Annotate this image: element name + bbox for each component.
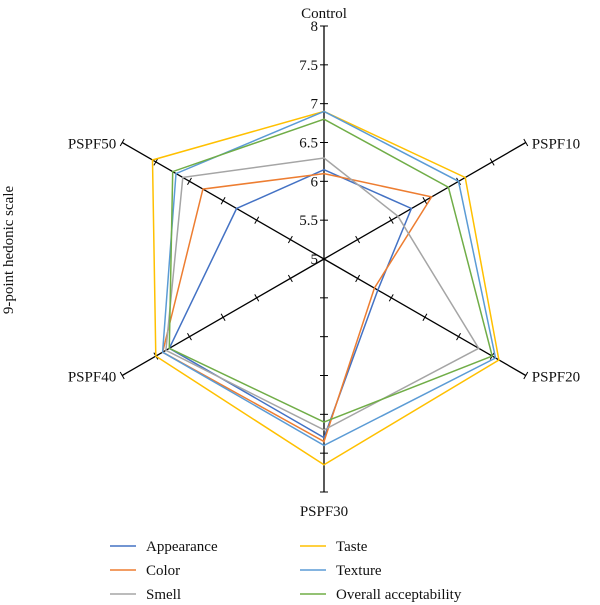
axis-tick-mark — [119, 138, 125, 147]
axis-tick-mark — [422, 197, 428, 205]
axis-tick-mark — [523, 371, 529, 380]
axis-tick-mark — [523, 138, 529, 147]
axis-tick-mark — [187, 332, 192, 341]
labels-layer: Control PSPF10 PSPF20 PSPF30 PSPF40 PSPF50 — [68, 6, 580, 520]
axis-tick-mark — [153, 158, 159, 166]
axis-tick-mark — [422, 313, 428, 321]
axis-tick-mark — [254, 216, 260, 224]
axis-tick-mark — [355, 274, 361, 283]
series-line-appearance — [168, 168, 413, 439]
series-line-smell — [165, 157, 480, 431]
axis-tick-mark — [220, 313, 226, 321]
axis-tick-mark — [456, 332, 461, 341]
legend: Appearance Color Smell Taste Texture Overall … — [110, 539, 462, 603]
tick-label: 6 — [311, 174, 319, 190]
axis-label-pspf50: PSPF50 — [68, 137, 116, 153]
legend-label-appearance: Appearance — [146, 539, 218, 555]
series-layer — [151, 110, 500, 466]
legend-label-texture: Texture — [336, 563, 382, 579]
tick-label: 6.5 — [299, 136, 318, 152]
axis-label-pspf30: PSPF30 — [300, 504, 348, 520]
axis-label-pspf40: PSPF40 — [68, 370, 116, 386]
axis-tick-mark — [388, 294, 394, 302]
series-line-overall-acceptability — [168, 118, 494, 423]
axis-tick-mark — [119, 371, 125, 380]
tick-label: 5.5 — [299, 213, 318, 229]
tick-label: 5 — [311, 252, 319, 268]
axis-tick-mark — [187, 177, 192, 186]
series-line-taste — [151, 110, 500, 466]
axis-tick-mark — [287, 274, 293, 283]
axis-label-pspf10: PSPF10 — [532, 137, 580, 153]
axis-tick-mark — [489, 158, 495, 166]
y-axis-label: 9-point hedonic scale — [1, 186, 17, 315]
ticks-layer: 5 5.5 6 6.5 7 7.5 8 — [119, 19, 529, 493]
tick-label: 7 — [311, 97, 319, 113]
axis-tick-mark — [355, 235, 361, 244]
axis-label-control: Control — [301, 6, 347, 22]
legend-label-overall-acceptability: Overall acceptability — [336, 587, 462, 603]
legend-label-smell: Smell — [146, 587, 181, 603]
series-line-color — [161, 172, 433, 443]
legend-label-color: Color — [146, 563, 180, 579]
legend-label-taste: Taste — [336, 539, 368, 555]
tick-label: 7.5 — [299, 58, 318, 74]
tick-label: 8 — [311, 19, 319, 35]
axis-tick-mark — [388, 216, 394, 224]
series-line-texture — [161, 110, 497, 447]
axis-tick-mark — [254, 294, 260, 302]
axis-tick-mark — [287, 235, 293, 244]
axis-label-pspf20: PSPF20 — [532, 370, 580, 386]
axis-tick-mark — [220, 197, 226, 205]
